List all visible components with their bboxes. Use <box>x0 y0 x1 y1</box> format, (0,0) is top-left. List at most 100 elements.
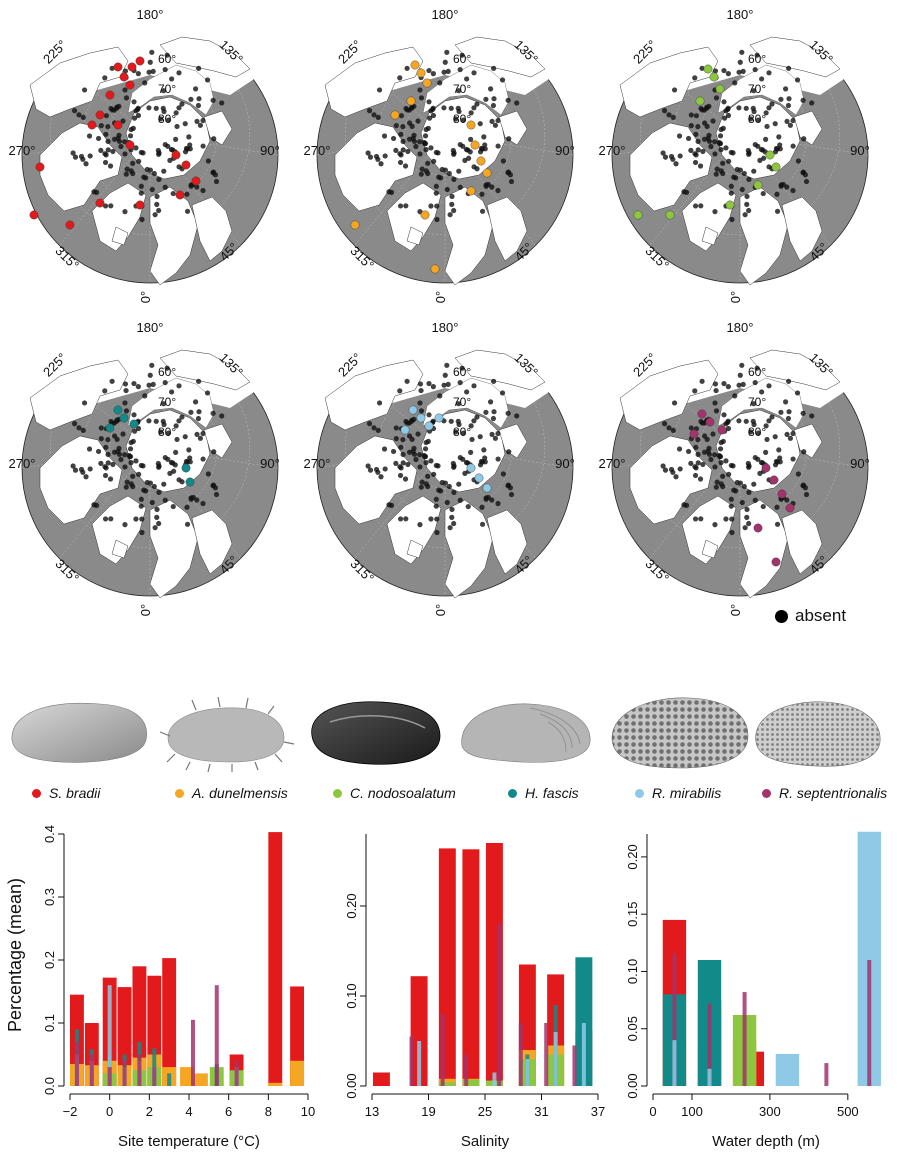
absent-site <box>200 143 206 149</box>
absent-site <box>809 413 815 419</box>
absent-site <box>200 117 206 124</box>
absent-site <box>786 65 792 71</box>
present-site <box>482 168 492 178</box>
absent-site <box>210 169 217 175</box>
longitude-label: 90° <box>260 143 280 158</box>
absent-site <box>127 446 134 452</box>
legend-dot-icon <box>175 788 184 798</box>
absent-site <box>726 471 732 477</box>
present-site <box>175 190 185 200</box>
absent-site <box>81 87 88 93</box>
absent-site <box>755 430 762 436</box>
absent-site <box>725 71 731 77</box>
absent-site <box>752 497 758 503</box>
absent-site <box>365 463 371 469</box>
absent-site <box>506 136 512 142</box>
y-tick-label: 0.00 <box>344 1073 359 1098</box>
absent-site <box>170 190 176 197</box>
absent-site <box>153 105 159 111</box>
absent-site <box>786 378 792 384</box>
absent-site <box>405 461 411 468</box>
absent-site <box>463 459 470 466</box>
absent-site <box>197 435 204 441</box>
overlay-bar <box>440 1014 445 1086</box>
absent-site <box>154 193 160 200</box>
absent-site <box>367 467 374 473</box>
land-mass <box>406 226 424 246</box>
absent-site <box>469 436 475 443</box>
x-tick-label: −2 <box>63 1104 78 1119</box>
y-axis-label: Percentage (mean) <box>5 830 36 1080</box>
shell-icon-s-bradii <box>11 703 147 763</box>
absent-site <box>98 123 104 129</box>
map-panel-2: 180° 135° 90° 45° 0° 315° 270° 225° 60° 70° 80° <box>295 5 595 305</box>
absent-site <box>152 525 158 531</box>
absent-site <box>751 168 757 174</box>
legend-item-a-dunelmensis: A. dunelmensis <box>175 785 288 801</box>
absent-site <box>122 139 128 145</box>
absent-site <box>186 447 192 453</box>
land-mass <box>91 495 147 565</box>
histogram-bar <box>857 831 881 1086</box>
absent-site <box>495 143 501 149</box>
absent-site <box>757 470 763 476</box>
absent-site <box>83 474 89 480</box>
absent-site <box>147 167 154 173</box>
longitude-label: 180° <box>727 7 754 22</box>
absent-site <box>720 473 726 479</box>
land-mass <box>498 423 528 459</box>
land-mass <box>203 423 233 459</box>
absent-site <box>161 88 167 94</box>
x-tick-label: 13 <box>365 1104 379 1119</box>
arctic-ocean <box>422 377 510 429</box>
absent-site <box>187 455 193 461</box>
absent-site <box>433 190 439 196</box>
absent-site <box>489 118 495 125</box>
absent-site <box>431 471 437 477</box>
absent-site <box>156 489 162 496</box>
absent-site <box>809 100 815 106</box>
absent-site <box>790 187 796 194</box>
present-site <box>113 62 123 72</box>
graticule-meridian <box>354 64 446 136</box>
absent-site <box>785 415 792 422</box>
absent-site <box>428 458 434 464</box>
overlay-bar <box>672 1040 677 1086</box>
absent-site <box>133 516 139 522</box>
absent-site <box>93 189 100 195</box>
absent-site <box>109 378 115 384</box>
absent-site <box>760 503 766 510</box>
land-mass <box>793 110 823 146</box>
x-tick-label: 8 <box>265 1104 272 1119</box>
absent-site <box>423 460 429 466</box>
absent-site <box>122 68 129 74</box>
absent-site <box>150 381 156 388</box>
land-mass <box>749 349 841 391</box>
absent-site <box>785 102 792 109</box>
absent-site <box>210 410 216 416</box>
absent-site <box>403 516 409 522</box>
land-mass <box>125 409 211 493</box>
absent-site <box>111 136 118 142</box>
absent-site <box>728 462 734 469</box>
absent-site <box>400 437 406 443</box>
absent-site <box>722 115 728 121</box>
arctic-ocean <box>717 377 805 429</box>
absent-site <box>176 383 182 389</box>
absent-site <box>105 451 111 458</box>
absent-site <box>122 452 128 458</box>
absent-site <box>87 466 93 472</box>
absent-site <box>444 49 450 55</box>
absent-site <box>122 87 128 93</box>
longitude-label: 180° <box>137 7 164 22</box>
absent-site <box>741 170 747 177</box>
latitude-label: 60° <box>748 365 766 379</box>
latitude-label: 70° <box>158 395 176 409</box>
absent-site <box>184 521 191 527</box>
absent-site <box>751 88 757 94</box>
absent-site <box>382 466 388 472</box>
absent-site <box>499 77 506 83</box>
absent-site <box>80 427 86 434</box>
present-site <box>350 220 360 230</box>
absent-site <box>441 382 447 388</box>
